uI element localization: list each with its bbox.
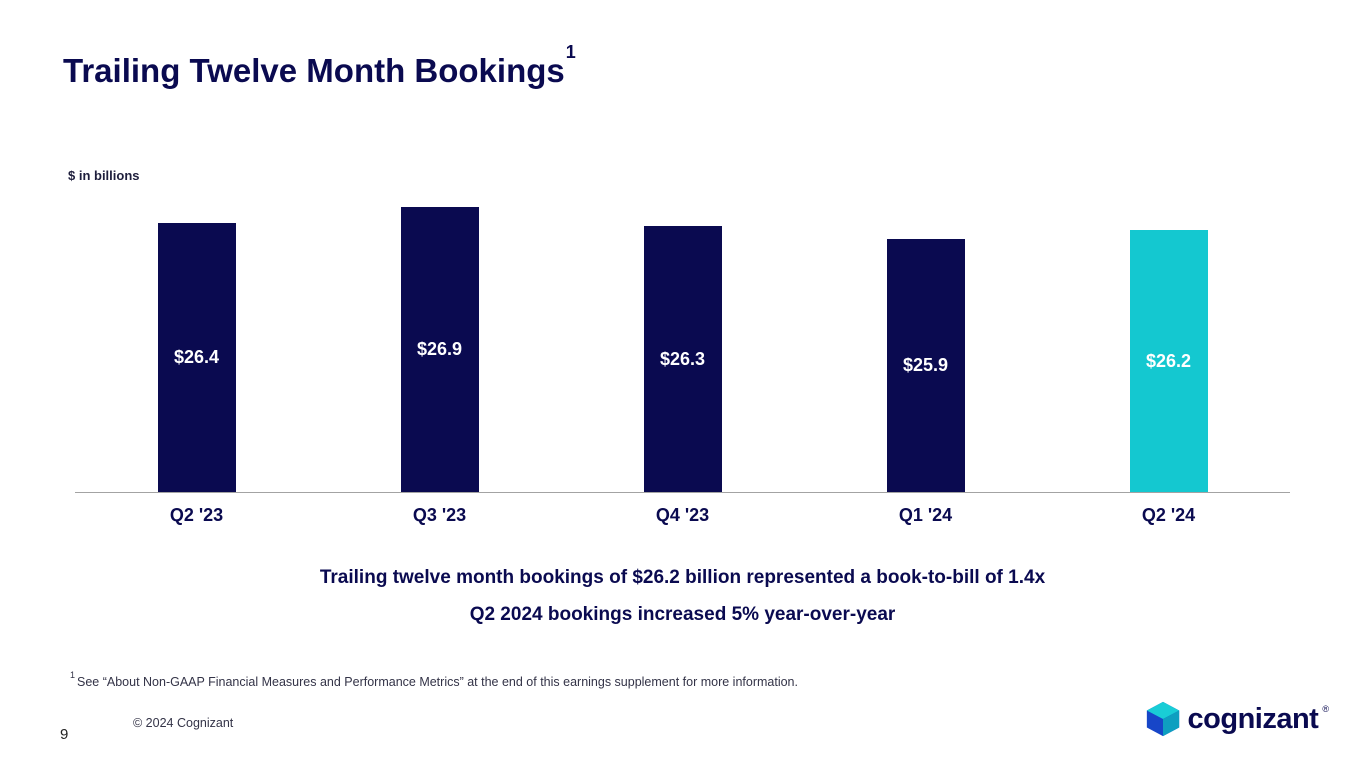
registered-trademark-symbol: ® [1322,704,1329,714]
footnote-text: See “About Non-GAAP Financial Measures a… [77,675,798,690]
summary-line-1: Trailing twelve month bookings of $26.2 … [319,567,1046,588]
bar-slot-q2-23: $26.4 [75,205,318,492]
bar-q2-24: $26.2 [1129,230,1208,492]
bar-slot-q4-23: $26.3 [561,205,804,492]
bar-value-label-q3-23: $26.9 [416,339,463,359]
bar-q3-23: $26.9 [400,207,479,492]
category-label-q1-24: Q1 '24 [898,505,953,525]
page-title: Trailing Twelve Month Bookings1 [63,42,576,90]
x-axis-labels: Q2 '23 Q3 '23 Q4 '23 Q1 '24 Q2 '24 [75,505,1290,526]
copyright: © 2024 Cognizant [133,716,234,730]
bar-q4-23: $26.3 [643,226,722,492]
cognizant-wordmark: cognizant [1187,702,1319,735]
title-footnote-marker: 1 [565,42,576,62]
category-label-q4-23: Q4 '23 [655,505,710,525]
bookings-bar-chart: $26.4 $26.9 $26.3 $25.9 $26.2 Q2 '23 Q3 '23 Q4… [75,205,1290,526]
category-label-q2-23: Q2 '23 [169,505,224,525]
category-label-q3-23: Q3 '23 [412,505,467,525]
cognizant-logo-icon [1146,701,1179,737]
bar-slot-q2-24: $26.2 [1047,205,1290,492]
footnote-marker: 1 [70,670,76,680]
bar-q2-23: $26.4 [157,223,236,492]
units-label: $ in billions [68,168,140,183]
footnote: 1See “About Non-GAAP Financial Measures … [70,670,798,690]
bar-value-label-q2-24: $26.2 [1145,350,1192,371]
summary-line-2: Q2 2024 bookings increased 5% year-over-… [469,604,896,625]
cognizant-logo: cognizant ® [1144,700,1329,738]
plot-area: $26.4 $26.9 $26.3 $25.9 $26.2 [75,205,1290,493]
bar-slot-q1-24: $25.9 [804,205,1047,492]
bar-q1-24: $25.9 [886,239,965,492]
bar-value-label-q1-24: $25.9 [902,355,949,375]
bar-value-label-q2-23: $26.4 [173,347,220,367]
bar-value-label-q4-23: $26.3 [659,348,706,369]
page-number: 9 [60,726,69,743]
bar-slot-q3-23: $26.9 [318,205,561,492]
category-label-q2-24: Q2 '24 [1141,505,1196,525]
page-title-text: Trailing Twelve Month Bookings [63,52,565,89]
